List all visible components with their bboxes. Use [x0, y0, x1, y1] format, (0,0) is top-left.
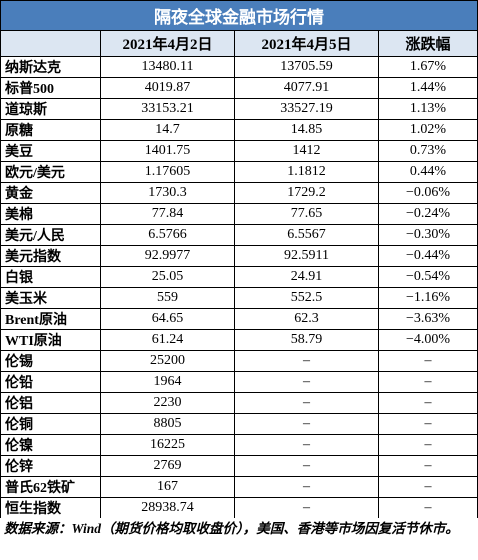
row-name: WTI原油	[1, 330, 100, 350]
value-cell: 2769	[101, 456, 234, 476]
value-cell: 0.44%	[379, 162, 477, 182]
row-name: 原糖	[1, 120, 100, 140]
value-cell: 92.9977	[101, 246, 234, 266]
value-cell: 1401.75	[101, 141, 234, 161]
value-cell: 28938.74	[101, 498, 234, 518]
value-cell: 1.02%	[379, 120, 477, 140]
value-cell: 25200	[101, 351, 234, 371]
table-title: 隔夜全球金融市场行情	[0, 0, 478, 30]
row-name: 伦锌	[1, 456, 100, 476]
header-cell: 涨跌幅	[379, 31, 477, 56]
row-name: 美玉米	[1, 288, 100, 308]
value-cell: –	[379, 372, 477, 392]
value-cell: −3.63%	[379, 309, 477, 329]
value-cell: –	[235, 456, 378, 476]
value-cell: –	[235, 498, 378, 518]
row-name: 美棉	[1, 204, 100, 224]
value-cell: 92.5911	[235, 246, 378, 266]
value-cell: 1730.3	[101, 183, 234, 203]
row-name: 普氏62铁矿	[1, 477, 100, 497]
value-cell: 559	[101, 288, 234, 308]
row-name: 黄金	[1, 183, 100, 203]
row-name: 美元/人民	[1, 225, 100, 245]
row-name: 美元指数	[1, 246, 100, 266]
value-cell: 61.24	[101, 330, 234, 350]
value-cell: −0.30%	[379, 225, 477, 245]
value-cell: –	[379, 393, 477, 413]
value-cell: 1.1812	[235, 162, 378, 182]
value-cell: –	[379, 477, 477, 497]
value-cell: –	[379, 351, 477, 371]
row-name: 道琼斯	[1, 99, 100, 119]
value-cell: 1.67%	[379, 57, 477, 77]
value-cell: 6.5567	[235, 225, 378, 245]
value-cell: 16225	[101, 435, 234, 455]
value-cell: 14.85	[235, 120, 378, 140]
value-cell: 552.5	[235, 288, 378, 308]
value-cell: 33527.19	[235, 99, 378, 119]
value-cell: 64.65	[101, 309, 234, 329]
header-cell: 2021年4月5日	[235, 31, 378, 56]
value-cell: –	[379, 498, 477, 518]
value-cell: –	[235, 414, 378, 434]
value-cell: −0.44%	[379, 246, 477, 266]
row-name: 伦铝	[1, 393, 100, 413]
value-cell: 167	[101, 477, 234, 497]
row-name: 伦铅	[1, 372, 100, 392]
value-cell: 4019.87	[101, 78, 234, 98]
value-cell: 1.44%	[379, 78, 477, 98]
row-name: 欧元/美元	[1, 162, 100, 182]
value-cell: 25.05	[101, 267, 234, 287]
value-cell: 8805	[101, 414, 234, 434]
value-cell: 77.84	[101, 204, 234, 224]
value-cell: −4.00%	[379, 330, 477, 350]
row-name: 伦镍	[1, 435, 100, 455]
value-cell: 1.13%	[379, 99, 477, 119]
value-cell: 62.3	[235, 309, 378, 329]
value-cell: 24.91	[235, 267, 378, 287]
value-cell: 2230	[101, 393, 234, 413]
value-cell: –	[235, 435, 378, 455]
value-cell: −0.06%	[379, 183, 477, 203]
value-cell: −1.16%	[379, 288, 477, 308]
value-cell: –	[379, 435, 477, 455]
row-name: 纳斯达克	[1, 57, 100, 77]
row-name: 白银	[1, 267, 100, 287]
value-cell: 58.79	[235, 330, 378, 350]
source-note: 数据来源：Wind（期货价格均取收盘价），美国、香港等市场因复活节休市。	[4, 521, 459, 536]
header-cell	[1, 31, 100, 56]
row-name: 标普500	[1, 78, 100, 98]
value-cell: 0.73%	[379, 141, 477, 161]
market-table: 2021年4月2日 2021年4月5日 涨跌幅纳斯达克 13480.11 13705.5…	[0, 30, 478, 518]
value-cell: 6.5766	[101, 225, 234, 245]
value-cell: −0.54%	[379, 267, 477, 287]
header-cell: 2021年4月2日	[101, 31, 234, 56]
row-name: 伦锡	[1, 351, 100, 371]
value-cell: 1964	[101, 372, 234, 392]
row-name: Brent原油	[1, 309, 100, 329]
value-cell: 33153.21	[101, 99, 234, 119]
value-cell: –	[235, 393, 378, 413]
row-name: 恒生指数	[1, 498, 100, 518]
value-cell: −0.24%	[379, 204, 477, 224]
value-cell: 14.7	[101, 120, 234, 140]
value-cell: 13705.59	[235, 57, 378, 77]
value-cell: 4077.91	[235, 78, 378, 98]
value-cell: 1.17605	[101, 162, 234, 182]
value-cell: –	[235, 351, 378, 371]
row-name: 伦铜	[1, 414, 100, 434]
value-cell: –	[235, 477, 378, 497]
value-cell: 77.65	[235, 204, 378, 224]
value-cell: –	[379, 456, 477, 476]
row-name: 美豆	[1, 141, 100, 161]
value-cell: 1729.2	[235, 183, 378, 203]
value-cell: –	[235, 372, 378, 392]
value-cell: 1412	[235, 141, 378, 161]
value-cell: –	[379, 414, 477, 434]
value-cell: 13480.11	[101, 57, 234, 77]
